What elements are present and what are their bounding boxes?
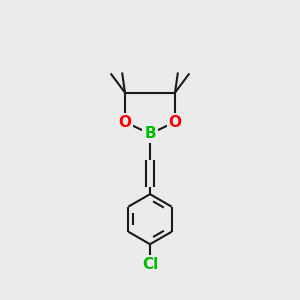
Text: O: O: [169, 115, 182, 130]
Text: Cl: Cl: [142, 257, 158, 272]
Text: B: B: [144, 126, 156, 141]
Text: O: O: [118, 115, 131, 130]
